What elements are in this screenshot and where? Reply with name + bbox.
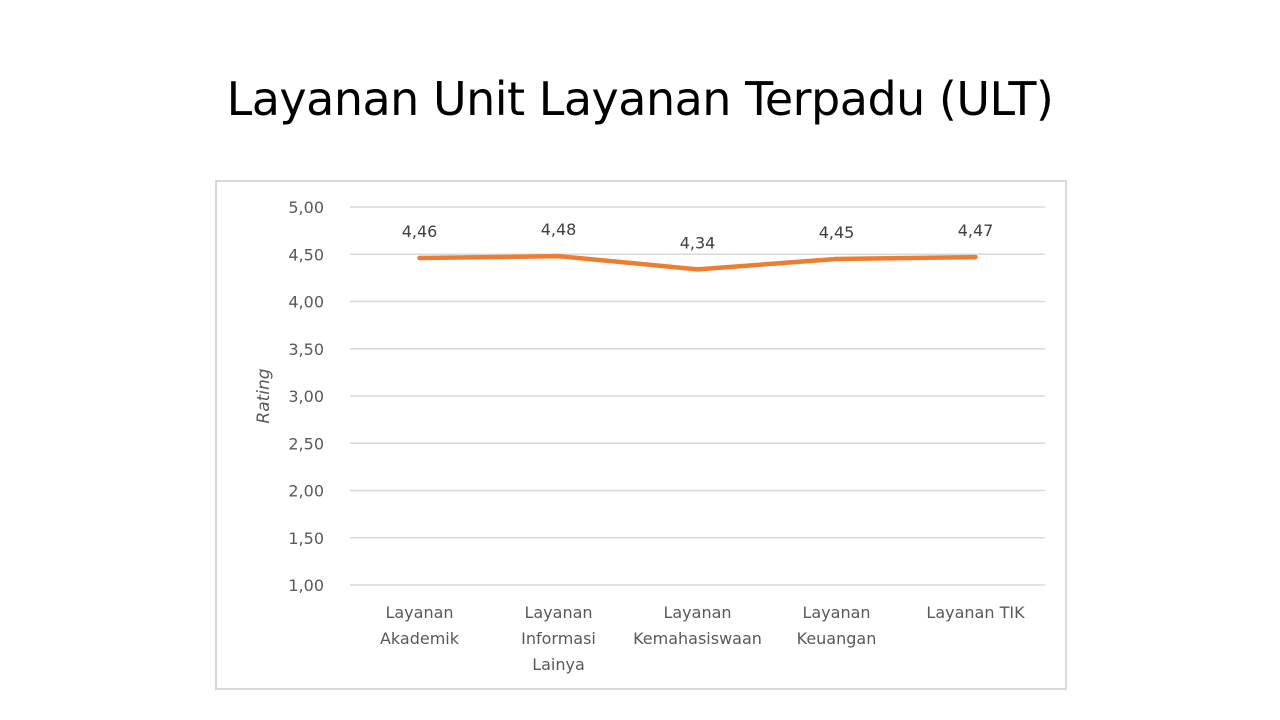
data-label: 4,34 [680, 233, 716, 252]
y-tick-label: 4,00 [288, 293, 324, 312]
y-tick-label: 4,50 [288, 245, 324, 264]
y-tick-label: 1,00 [288, 576, 324, 595]
x-category-label: Lainya [532, 655, 585, 674]
x-category-label: Akademik [380, 629, 460, 648]
slide-title: Layanan Unit Layanan Terpadu (ULT) [226, 72, 1054, 126]
y-tick-label: 1,50 [288, 529, 324, 548]
y-tick-label: 5,00 [288, 198, 324, 217]
data-point [695, 267, 700, 272]
data-point [973, 254, 978, 260]
data-label: 4,46 [402, 222, 438, 241]
x-category-label: Layanan TIK [926, 603, 1025, 622]
line-chart: 1,00 1,50 2,00 2,50 3,00 3,50 4,00 4,50 5,00 Rati… [254, 198, 1045, 674]
data-label: 4,45 [819, 223, 855, 242]
chart-frame: 1,00 1,50 2,00 2,50 3,00 3,50 4,00 4,50 5,00 Rati… [215, 180, 1067, 690]
data-point [834, 256, 839, 262]
x-category-label: Keuangan [797, 629, 877, 648]
data-point [556, 253, 561, 259]
data-label: 4,47 [958, 221, 994, 240]
x-category-label: Layanan [385, 603, 453, 622]
data-label: 4,48 [541, 220, 577, 239]
y-tick-label: 2,50 [288, 434, 324, 453]
x-category-label: Kemahasiswaan [633, 629, 762, 648]
x-category-label: Informasi [521, 629, 596, 648]
x-category-label: Layanan [524, 603, 592, 622]
data-point [417, 255, 422, 261]
x-category-label: Layanan [663, 603, 731, 622]
y-tick-label: 3,50 [288, 340, 324, 359]
x-category-label: Layanan [802, 603, 870, 622]
y-tick-label: 3,00 [288, 387, 324, 406]
y-tick-label: 2,00 [288, 482, 324, 501]
y-axis-title: Rating [254, 368, 274, 423]
